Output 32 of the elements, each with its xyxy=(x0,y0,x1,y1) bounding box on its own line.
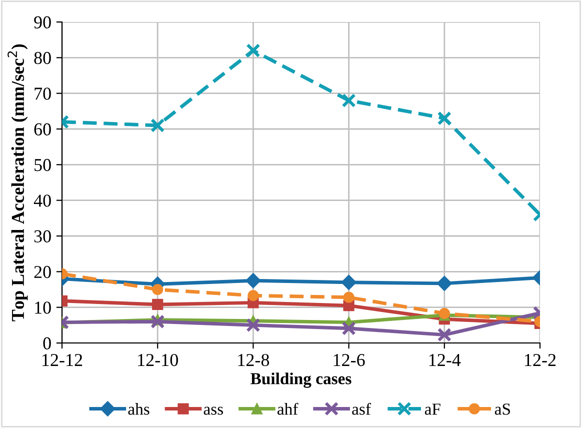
x-tick-label: 12-8 xyxy=(238,354,270,366)
legend-label: aF xyxy=(424,404,440,415)
y-tick-label: 30 xyxy=(34,230,51,242)
point xyxy=(246,318,260,332)
point xyxy=(246,43,260,58)
point xyxy=(342,321,356,336)
x-tick-label: 12-6 xyxy=(334,354,365,366)
y-tick-label: 20 xyxy=(34,266,51,278)
x-tick-label: 12-10 xyxy=(138,354,178,366)
legend-label: ahs xyxy=(128,403,150,415)
y-tick-label: 70 xyxy=(34,88,51,100)
point xyxy=(342,93,356,108)
y-tick-label: 60 xyxy=(34,123,51,136)
x-tick-label: 12-12 xyxy=(42,354,82,366)
legend-label: ahf xyxy=(278,402,298,415)
y-tick-label: 90 xyxy=(34,16,51,28)
x-tick-label: 12-4 xyxy=(429,354,461,366)
point xyxy=(341,274,356,290)
legend-label: ass xyxy=(204,406,223,415)
y-tick-label: 40 xyxy=(34,194,51,207)
point xyxy=(246,273,261,288)
x-tick-label: 12-2 xyxy=(525,354,556,366)
legend-label: aS xyxy=(494,404,510,415)
y-tick-label: 50 xyxy=(34,158,51,172)
legend-label: asf xyxy=(352,402,371,415)
y-tick-label: 10 xyxy=(35,302,51,314)
point xyxy=(343,292,354,303)
x-axis-title: Building cases xyxy=(250,372,352,388)
y-tick-label: 80 xyxy=(34,52,51,64)
y-tick-label: 0 xyxy=(43,337,51,350)
y-axis-title: Top Lateral Acceleration (mm/sec$^{2}$) xyxy=(8,44,28,322)
point xyxy=(248,290,259,302)
